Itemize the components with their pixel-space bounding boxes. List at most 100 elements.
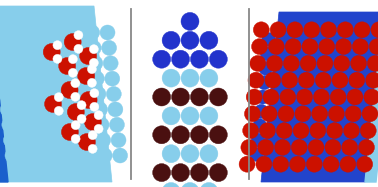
Circle shape	[0, 40, 9, 55]
Circle shape	[61, 123, 78, 140]
Circle shape	[88, 131, 97, 140]
Circle shape	[191, 50, 208, 68]
Circle shape	[305, 33, 319, 47]
Circle shape	[0, 71, 12, 86]
Circle shape	[360, 123, 376, 139]
Circle shape	[113, 148, 128, 163]
Circle shape	[200, 69, 218, 87]
Circle shape	[50, 133, 65, 148]
Circle shape	[12, 71, 28, 86]
Circle shape	[54, 93, 63, 102]
Circle shape	[20, 148, 36, 163]
Circle shape	[300, 55, 316, 71]
Circle shape	[328, 106, 344, 122]
Circle shape	[294, 133, 308, 147]
Circle shape	[267, 119, 281, 133]
Circle shape	[9, 40, 24, 55]
Circle shape	[64, 33, 81, 50]
Circle shape	[323, 156, 339, 172]
Circle shape	[270, 22, 286, 38]
Circle shape	[96, 133, 111, 148]
Circle shape	[33, 117, 48, 132]
Circle shape	[321, 22, 336, 38]
Circle shape	[181, 69, 199, 87]
Circle shape	[69, 25, 84, 40]
Circle shape	[293, 147, 307, 161]
Circle shape	[62, 102, 77, 117]
Circle shape	[334, 55, 350, 71]
Circle shape	[264, 147, 278, 161]
Circle shape	[89, 45, 98, 54]
Circle shape	[358, 76, 372, 90]
Circle shape	[259, 123, 276, 139]
Circle shape	[0, 102, 15, 117]
Circle shape	[337, 133, 351, 147]
Circle shape	[346, 47, 361, 61]
Circle shape	[356, 90, 370, 104]
Circle shape	[266, 133, 280, 147]
Circle shape	[209, 88, 227, 106]
Circle shape	[0, 25, 8, 40]
Circle shape	[71, 40, 86, 55]
Circle shape	[291, 33, 305, 47]
Circle shape	[56, 40, 70, 55]
Circle shape	[262, 33, 276, 47]
Circle shape	[93, 102, 107, 117]
Circle shape	[200, 183, 218, 187]
Circle shape	[316, 61, 330, 75]
Circle shape	[302, 39, 318, 55]
Circle shape	[340, 156, 356, 172]
Circle shape	[251, 39, 268, 55]
Circle shape	[15, 102, 31, 117]
Circle shape	[313, 90, 327, 104]
Circle shape	[45, 87, 60, 102]
Circle shape	[67, 103, 84, 120]
Circle shape	[105, 71, 120, 86]
Circle shape	[74, 31, 83, 40]
Circle shape	[357, 156, 373, 172]
Circle shape	[269, 104, 283, 118]
Circle shape	[94, 117, 109, 132]
Circle shape	[78, 134, 95, 151]
Circle shape	[51, 148, 66, 163]
Circle shape	[209, 50, 227, 68]
Circle shape	[5, 148, 20, 163]
Circle shape	[284, 55, 299, 71]
Circle shape	[94, 111, 103, 120]
Circle shape	[88, 56, 103, 71]
Circle shape	[311, 104, 326, 118]
Circle shape	[84, 114, 101, 131]
Circle shape	[283, 104, 297, 118]
Circle shape	[102, 40, 116, 55]
Circle shape	[2, 117, 17, 132]
Circle shape	[243, 123, 259, 139]
Circle shape	[350, 147, 364, 161]
Circle shape	[90, 102, 99, 111]
Circle shape	[354, 22, 370, 38]
Circle shape	[68, 55, 77, 64]
Circle shape	[74, 71, 89, 86]
Circle shape	[14, 87, 29, 102]
Circle shape	[298, 72, 314, 88]
Circle shape	[200, 107, 218, 125]
Circle shape	[153, 126, 170, 144]
Circle shape	[36, 148, 51, 163]
Circle shape	[348, 33, 362, 47]
Circle shape	[293, 123, 309, 139]
Circle shape	[82, 148, 97, 163]
Circle shape	[31, 102, 46, 117]
Circle shape	[340, 104, 354, 118]
Circle shape	[258, 139, 274, 155]
Circle shape	[74, 44, 83, 53]
Circle shape	[339, 119, 353, 133]
Circle shape	[299, 90, 313, 104]
Circle shape	[57, 56, 72, 71]
Circle shape	[367, 55, 378, 71]
Circle shape	[40, 40, 55, 55]
Circle shape	[68, 68, 77, 77]
Circle shape	[287, 22, 303, 38]
Circle shape	[8, 25, 23, 40]
Circle shape	[301, 76, 314, 90]
Circle shape	[251, 133, 265, 147]
Circle shape	[89, 71, 104, 86]
